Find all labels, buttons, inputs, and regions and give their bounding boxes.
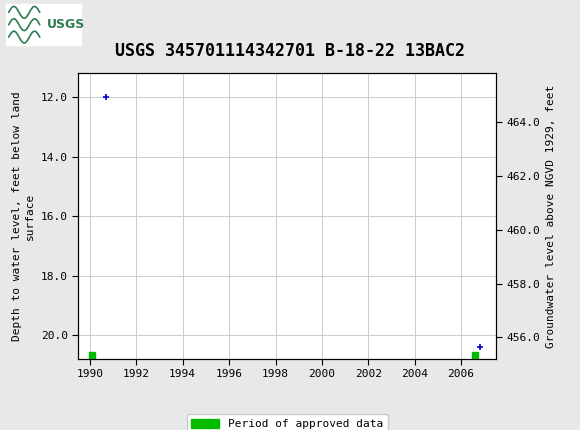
Text: USGS: USGS [48, 18, 85, 31]
Y-axis label: Depth to water level, feet below land
surface: Depth to water level, feet below land su… [12, 91, 35, 341]
Legend: Period of approved data: Period of approved data [187, 414, 387, 430]
Text: USGS 345701114342701 B-18-22 13BAC2: USGS 345701114342701 B-18-22 13BAC2 [115, 42, 465, 60]
FancyBboxPatch shape [6, 4, 81, 46]
Y-axis label: Groundwater level above NGVD 1929, feet: Groundwater level above NGVD 1929, feet [546, 84, 556, 348]
